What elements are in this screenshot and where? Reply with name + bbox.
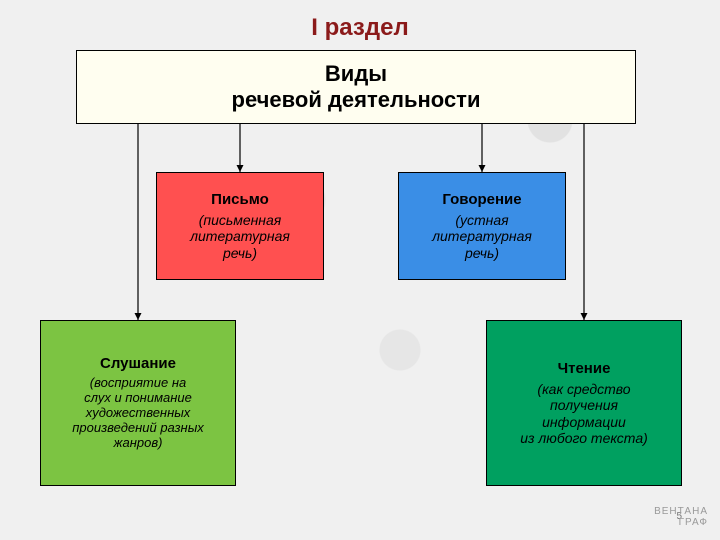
node-slushanie-sub: (восприятие наслух и пониманиехудожестве… [72, 376, 204, 451]
node-chtenie-title: Чтение [558, 360, 611, 377]
node-chtenie: Чтение (как средствополученияинформациии… [486, 320, 682, 486]
node-slushanie-title: Слушание [100, 355, 176, 372]
node-govorenie-sub: (устнаялитературнаяречь) [432, 212, 532, 260]
node-pismo-sub: (письменнаялитературнаяречь) [190, 212, 290, 260]
node-slushanie: Слушание (восприятие наслух и пониманиех… [40, 320, 236, 486]
main-heading-box: Виды речевой деятельности [76, 50, 636, 124]
main-heading-line1: Виды [77, 61, 635, 87]
watermark: ВЕНТАНАГРАФ [654, 506, 708, 528]
node-pismo: Письмо (письменнаялитературнаяречь) [156, 172, 324, 280]
main-heading-line2: речевой деятельности [77, 87, 635, 113]
node-govorenie: Говорение (устнаялитературнаяречь) [398, 172, 566, 280]
node-govorenie-title: Говорение [442, 191, 521, 208]
node-pismo-title: Письмо [211, 191, 269, 208]
section-title: I раздел [0, 14, 720, 42]
node-chtenie-sub: (как средствополученияинформациииз любог… [520, 381, 648, 445]
